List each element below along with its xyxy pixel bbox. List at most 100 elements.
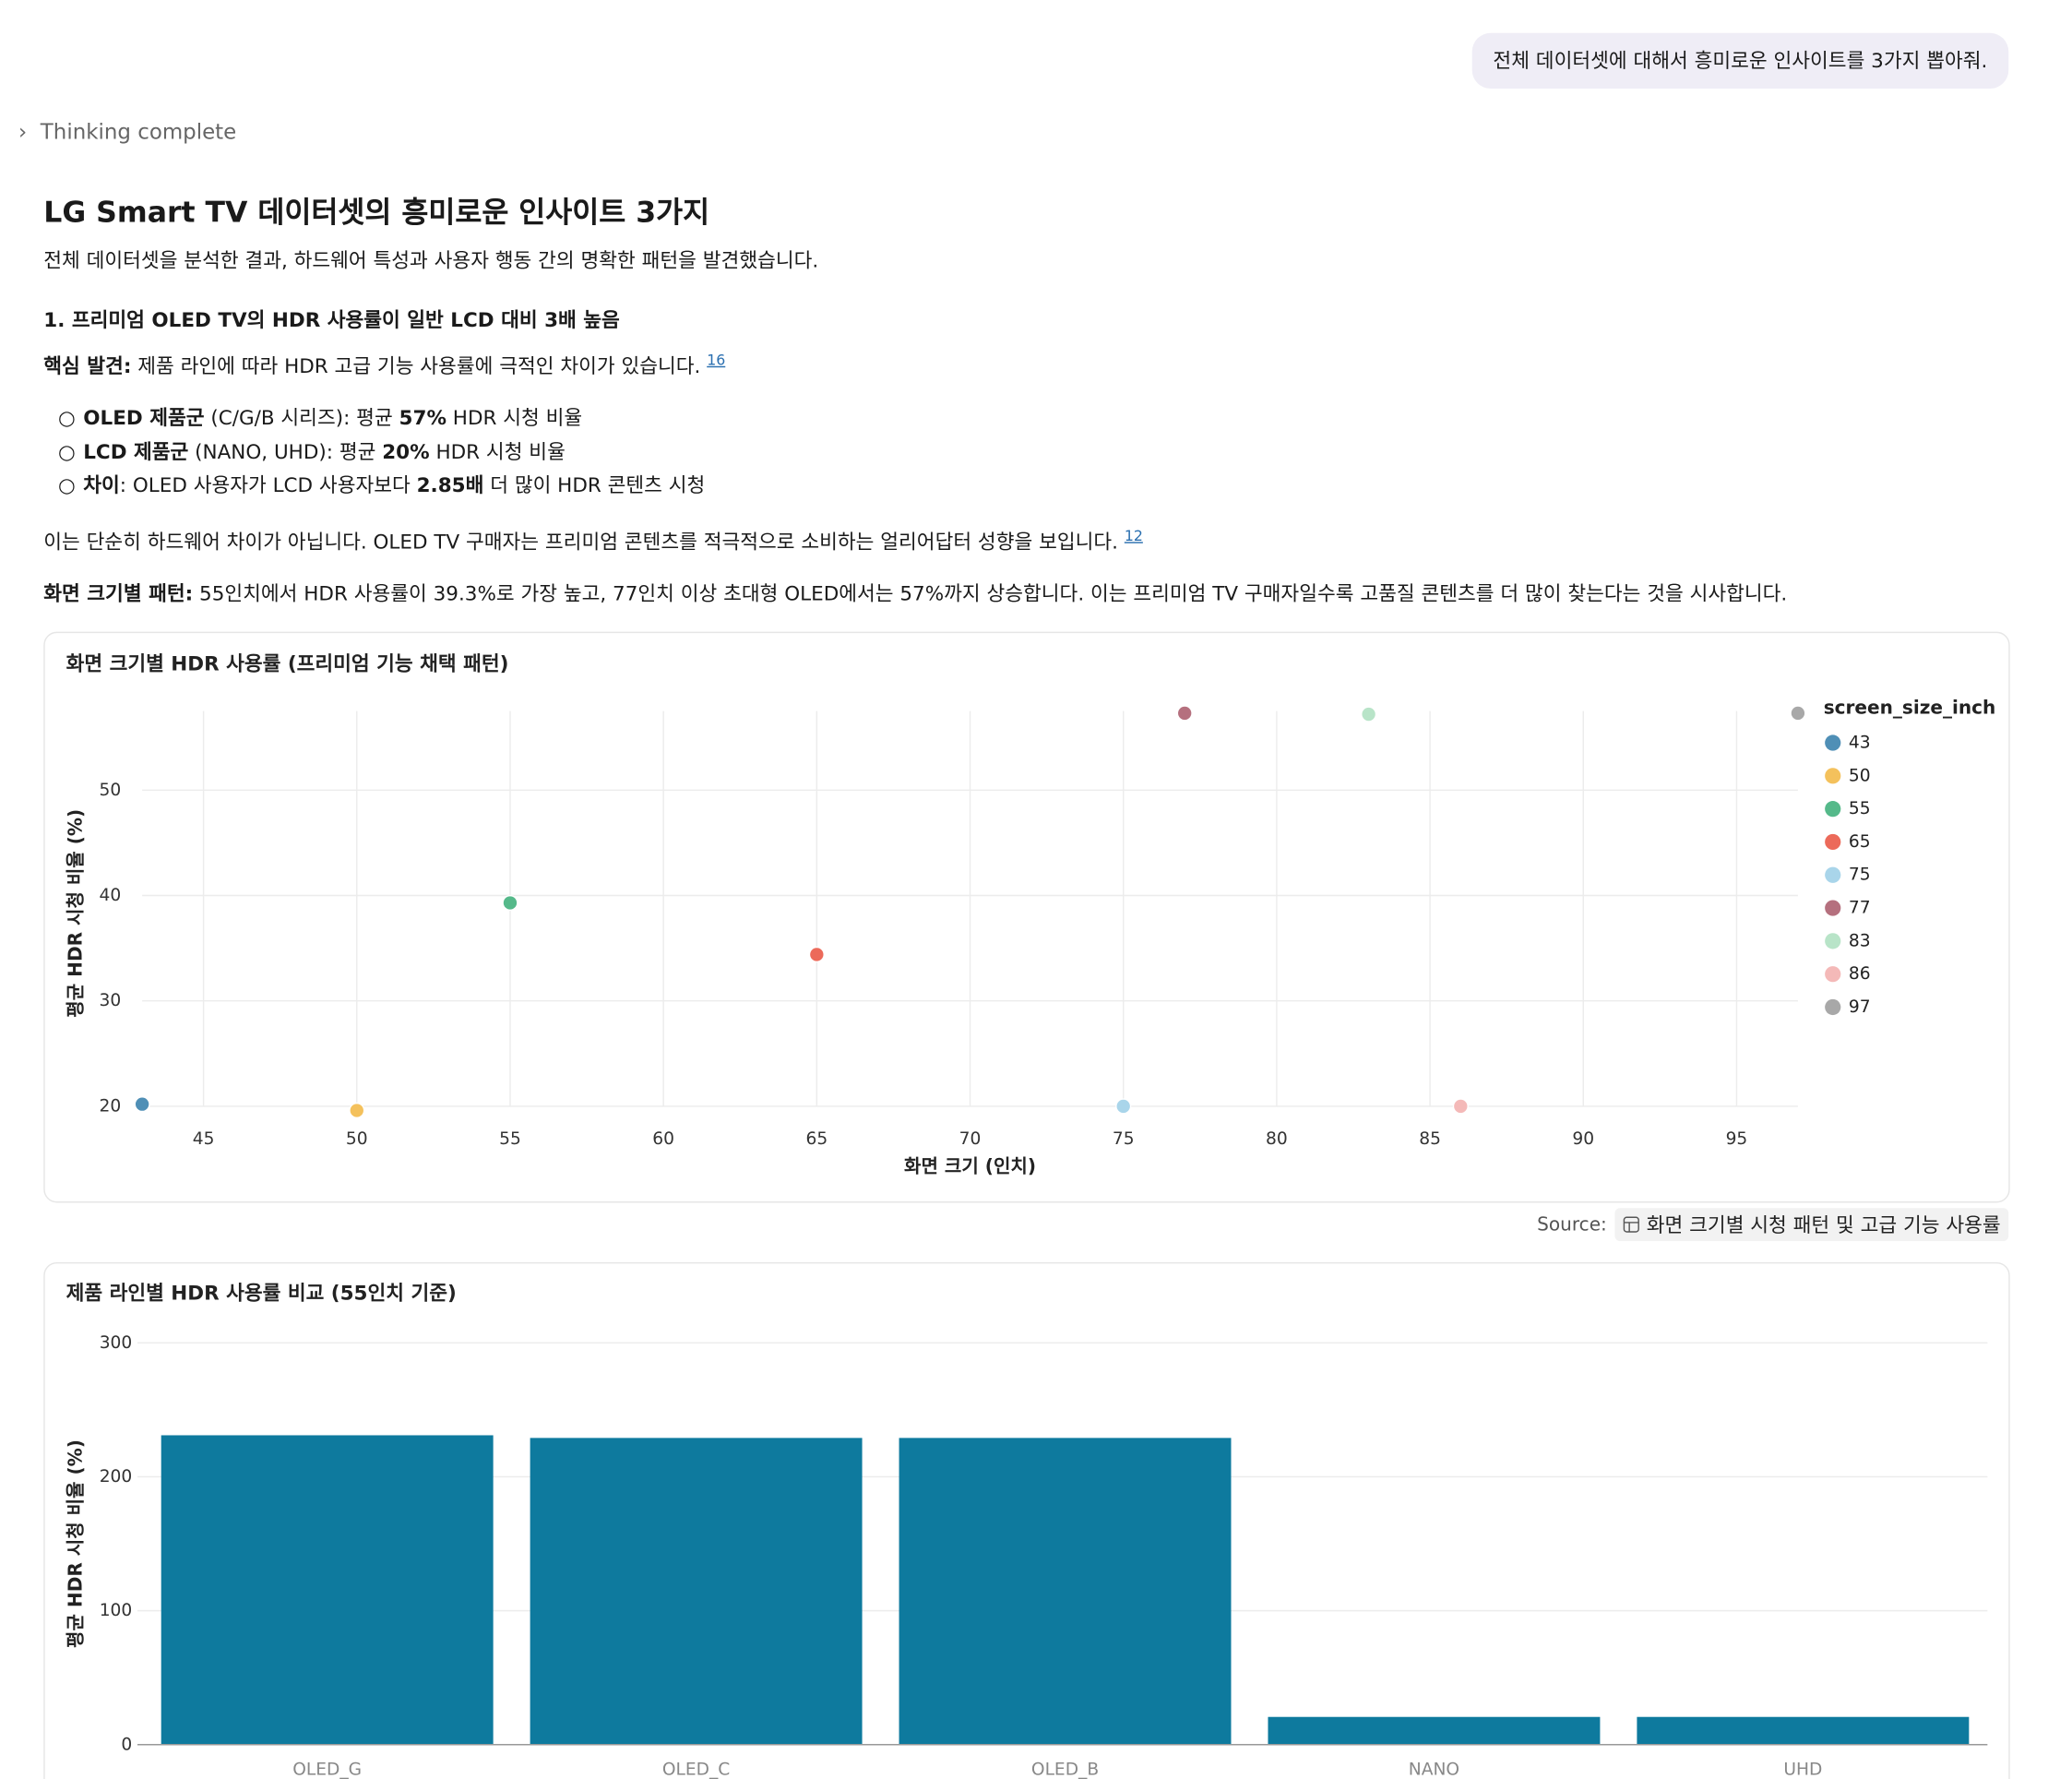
- finding-text: 제품 라인에 따라 HDR 고급 기능 사용률에 극적인 차이가 있습니다.: [131, 353, 701, 378]
- x-tick-label: UHD: [1783, 1760, 1822, 1779]
- y-tick-label: 40: [100, 886, 122, 905]
- bullet-text: (NANO, UHD): 평균: [188, 439, 383, 464]
- legend-label: 65: [1849, 832, 1871, 852]
- chart-title: 화면 크기별 HDR 사용률 (프리미엄 기능 채택 패턴): [66, 652, 509, 675]
- chart-title: 제품 라인별 HDR 사용률 비교 (55인치 기준): [66, 1282, 457, 1305]
- citation[interactable]: 16: [707, 352, 726, 369]
- x-tick-label: 90: [1572, 1129, 1594, 1149]
- x-tick-label: OLED_G: [292, 1760, 362, 1779]
- legend-title: screen_size_inch: [1824, 696, 1996, 718]
- bullet-highlight: 20%: [382, 439, 430, 464]
- data-point: [134, 1096, 150, 1113]
- finding-label: 핵심 발견:: [43, 353, 132, 378]
- y-tick-label: 100: [100, 1601, 133, 1620]
- data-point: [1115, 1098, 1132, 1115]
- table-icon: [1623, 1216, 1639, 1233]
- bullet-highlight: 57%: [399, 405, 447, 430]
- x-tick-label: 45: [193, 1129, 215, 1149]
- y-tick-label: 0: [121, 1735, 132, 1754]
- bar: [1268, 1716, 1601, 1745]
- data-point: [1452, 1098, 1469, 1115]
- pattern-label: 화면 크기별 패턴:: [43, 581, 194, 606]
- x-tick-label: 80: [1266, 1129, 1288, 1149]
- answer-title: LG Smart TV 데이터셋의 흥미로운 인사이트 3가지: [43, 197, 710, 231]
- legend-label: 77: [1849, 899, 1871, 918]
- y-axis-title: 평균 HDR 시청 비율 (%): [65, 809, 87, 1018]
- y-tick-label: 300: [100, 1333, 133, 1353]
- y-axis-title: 평균 HDR 시청 비율 (%): [65, 1439, 87, 1648]
- bullet-item: ○ OLED 제품군 (C/G/B 시리즈): 평균 57% HDR 시청 비율: [58, 403, 582, 431]
- user-message: 전체 데이터셋에 대해서 흥미로운 인사이트를 3가지 뽑아줘.: [1471, 32, 2009, 89]
- y-tick-label: 30: [100, 991, 122, 1010]
- legend-marker: [1825, 866, 1841, 883]
- source-name: 화면 크기별 시청 패턴 및 고급 기능 사용률: [1646, 1212, 2001, 1237]
- bullet-text: (C/G/B 시리즈): 평균: [204, 405, 399, 430]
- bullet-item: ○ 차이: OLED 사용자가 LCD 사용자보다 2.85배 더 많이 HDR …: [58, 471, 705, 498]
- data-point: [502, 894, 518, 912]
- legend-marker: [1825, 734, 1841, 751]
- legend-label: 43: [1849, 734, 1871, 753]
- bullet-item: ○ LCD 제품군 (NANO, UHD): 평균 20% HDR 시청 비율: [58, 436, 566, 464]
- bar: [1637, 1716, 1970, 1745]
- legend-marker: [1825, 801, 1841, 818]
- legend-label: 50: [1849, 766, 1871, 785]
- intro: 전체 데이터셋을 분석한 결과, 하드웨어 특성과 사용자 행동 간의 명확한 …: [43, 248, 819, 273]
- legend-marker: [1825, 966, 1841, 983]
- data-point: [1790, 705, 1806, 722]
- x-tick-label: OLED_C: [662, 1760, 730, 1779]
- bullet-tail: HDR 시청 비율: [429, 439, 566, 464]
- bullet-marker: ○: [58, 472, 76, 497]
- bullet-highlight: 2.85배: [416, 472, 484, 497]
- bar: [899, 1438, 1232, 1745]
- legend-label: 55: [1849, 799, 1871, 818]
- chevron: ›: [18, 118, 41, 145]
- bar-chart: 제품 라인별 HDR 사용률 비교 (55인치 기준) 0 100 200 300 평균 …: [65, 1282, 1988, 1779]
- section-title: 1. 프리미엄 OLED TV의 HDR 사용률이 일반 LCD 대비 3배 높…: [43, 307, 620, 332]
- pattern: 화면 크기별 패턴: 55인치에서 HDR 사용률이 39.3%로 가장 높고,…: [43, 579, 1787, 606]
- bullet-label: 차이: [83, 472, 120, 497]
- bullet-label: OLED 제품군: [83, 405, 205, 430]
- bar: [530, 1438, 863, 1745]
- bar: [161, 1435, 494, 1745]
- legend-label: 75: [1849, 866, 1871, 885]
- x-tick-label: 75: [1113, 1129, 1135, 1149]
- x-axis-title: 화면 크기 (인치): [904, 1154, 1036, 1176]
- y-tick-label: 200: [100, 1467, 133, 1486]
- legend-marker: [1825, 900, 1841, 916]
- pattern-text: 55인치에서 HDR 사용률이 39.3%로 가장 높고, 77인치 이상 초대…: [193, 581, 1788, 606]
- legend-marker: [1825, 998, 1841, 1016]
- x-tick-label: 85: [1419, 1129, 1441, 1149]
- source-chip[interactable]: 화면 크기별 시청 패턴 및 고급 기능 사용률: [1614, 1208, 2009, 1242]
- chart-card: 제품 라인별 HDR 사용률 비교 (55인치 기준) 0 100 200 300 평균 …: [43, 1261, 2010, 1779]
- x-tick-label: 55: [499, 1129, 521, 1149]
- data-point: [349, 1102, 365, 1119]
- bullet-text: : OLED 사용자가 LCD 사용자보다: [119, 472, 417, 497]
- x-tick-label: NANO: [1409, 1760, 1459, 1779]
- y-tick-label: 20: [100, 1096, 122, 1116]
- legend-marker: [1825, 933, 1841, 949]
- x-tick-label: 65: [805, 1129, 828, 1149]
- x-tick-label: 60: [652, 1129, 674, 1149]
- note-text: 이는 단순히 하드웨어 차이가 아닙니다. OLED TV 구매자는 프리미엄 …: [43, 530, 1118, 555]
- finding: 핵심 발견: 제품 라인에 따라 HDR 고급 기능 사용률에 극적인 차이가 …: [43, 349, 725, 379]
- x-tick-label: 95: [1726, 1129, 1748, 1149]
- data-point: [1176, 705, 1193, 722]
- x-tick-label: OLED_B: [1031, 1760, 1099, 1779]
- chart-card: 화면 크기별 HDR 사용률 (프리미엄 기능 채택 패턴) 45 50 55 60 65…: [43, 631, 2010, 1203]
- scatter-chart: 화면 크기별 HDR 사용률 (프리미엄 기능 채택 패턴) 45 50 55 60 65…: [65, 652, 1996, 1176]
- thinking-label: Thinking complete: [40, 118, 237, 145]
- data-point: [808, 946, 825, 963]
- legend-label: 97: [1849, 997, 1871, 1017]
- legend-marker: [1825, 768, 1841, 784]
- thinking-toggle[interactable]: › Thinking complete: [18, 119, 236, 144]
- x-tick-label: 70: [959, 1129, 982, 1149]
- bullet-marker: ○: [58, 439, 76, 464]
- bullet-label: LCD 제품군: [83, 439, 189, 464]
- citation[interactable]: 12: [1124, 527, 1143, 545]
- source: Source: 화면 크기별 시청 패턴 및 고급 기능 사용률: [1537, 1208, 2009, 1242]
- data-point: [1361, 706, 1377, 722]
- legend-marker: [1825, 833, 1841, 851]
- source-label: Source:: [1537, 1213, 1607, 1236]
